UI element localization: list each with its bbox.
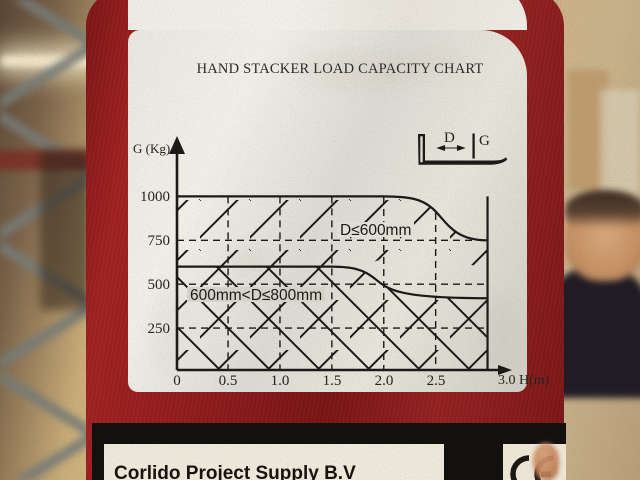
svg-text:600mm<D≤800mm: 600mm<D≤800mm (190, 287, 322, 304)
svg-text:0: 0 (173, 373, 181, 389)
svg-text:1.5: 1.5 (323, 373, 342, 389)
svg-text:G (Kg): G (Kg) (133, 141, 170, 156)
svg-text:3.0 H(m): 3.0 H(m) (498, 373, 550, 388)
svg-text:250: 250 (148, 321, 171, 337)
svg-text:750: 750 (148, 233, 171, 249)
svg-text:0.5: 0.5 (219, 373, 238, 389)
svg-text:G: G (479, 133, 490, 149)
svg-text:1.0: 1.0 (271, 373, 290, 389)
svg-text:500: 500 (148, 277, 171, 293)
svg-text:2.0: 2.0 (375, 373, 394, 389)
svg-text:2.5: 2.5 (427, 373, 446, 389)
svg-text:D: D (444, 130, 455, 146)
svg-text:D≤600mm: D≤600mm (340, 222, 411, 239)
svg-text:1000: 1000 (140, 189, 170, 205)
